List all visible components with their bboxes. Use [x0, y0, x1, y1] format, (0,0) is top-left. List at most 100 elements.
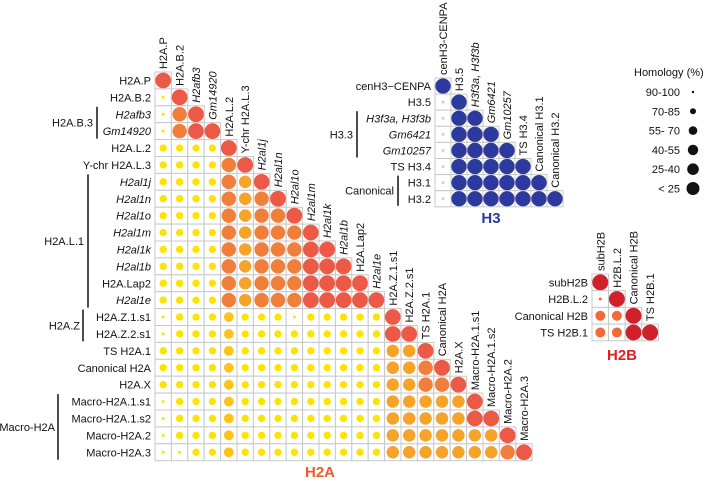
column-label: Canonical H3.2 [550, 112, 562, 187]
homology-dot [441, 165, 445, 168]
homology-dot [339, 364, 348, 372]
homology-dot [175, 397, 184, 406]
legend-label: < 25 [658, 184, 680, 196]
homology-dot [238, 209, 252, 222]
homology-dot [435, 78, 451, 94]
homology-dot [270, 225, 286, 240]
homology-dot [274, 313, 282, 321]
homology-dot [625, 307, 642, 324]
homology-dot [172, 107, 187, 122]
group-label: H2A.L.1 [44, 236, 84, 248]
group-label: Canonical [345, 186, 394, 198]
homology-dot [319, 258, 336, 275]
homology-dot [372, 431, 381, 440]
homology-dot [241, 380, 249, 389]
homology-dot [372, 380, 381, 389]
homology-dot [257, 380, 266, 389]
homology-dot [467, 174, 483, 191]
homology-dot [175, 296, 184, 304]
homology-dot [302, 275, 319, 292]
homology-dot [372, 414, 381, 423]
homology-dot [372, 330, 381, 338]
homology-dot [323, 313, 331, 321]
homology-dot [192, 245, 200, 254]
homology-dot [402, 395, 416, 408]
homology-dot [434, 359, 450, 376]
homology-dot [221, 276, 237, 291]
homology-dot [238, 226, 252, 239]
legend-dot [688, 126, 698, 135]
column-label: H2A.Z.1.s1 [388, 251, 400, 306]
homology-dot [417, 342, 434, 359]
homology-dot [270, 190, 286, 207]
homology-dot [208, 380, 217, 389]
homology-dot [339, 448, 348, 456]
homology-dot [302, 224, 319, 241]
homology-dot [339, 313, 348, 321]
homology-dot [175, 245, 184, 254]
homology-dot [452, 429, 465, 442]
homology-dot [515, 191, 531, 207]
homology-dot [595, 327, 606, 338]
homology-dot [307, 414, 315, 423]
homology-dot [608, 291, 625, 308]
column-label: TS H2B.1 [645, 273, 657, 321]
homology-dot [208, 296, 217, 304]
homology-dot [339, 380, 348, 389]
homology-dot [356, 380, 364, 389]
homology-dot [208, 279, 217, 287]
homology-dot [257, 364, 266, 372]
homology-dot [161, 416, 165, 420]
column-label: Gm14920 [207, 71, 219, 120]
column-label: H2A.Lap2 [355, 223, 367, 272]
homology-dot [402, 378, 416, 391]
homology-dot [307, 364, 315, 372]
homology-dot [356, 414, 364, 423]
homology-dot [307, 330, 315, 338]
legend-label: 90-100 [646, 87, 680, 99]
homology-dot [441, 181, 445, 185]
homology-dot [515, 174, 531, 191]
h3-matrix: cenH3−CENPA H3.5 H3f3a, H3f3b Gm6421 Gm10257… [330, 2, 564, 208]
row-label: Macro-H2A.2 [86, 430, 151, 442]
homology-dot [499, 427, 516, 444]
row-label: Gm6421 [389, 129, 431, 141]
homology-dot [292, 315, 296, 319]
homology-dot [254, 191, 269, 206]
homology-dot [172, 123, 187, 139]
homology-dot [208, 330, 217, 338]
homology-dot [159, 144, 167, 152]
homology-dot [221, 208, 237, 223]
column-label: Macro-H2A.3 [519, 376, 531, 441]
homology-dot [386, 446, 400, 459]
homology-dot [175, 330, 184, 338]
homology-dot [467, 142, 483, 159]
row-label: Canonical H2A [78, 363, 152, 375]
homology-dot [223, 362, 234, 373]
homology-dot [159, 262, 167, 271]
homology-dot [323, 448, 331, 456]
homology-dot [625, 324, 642, 341]
homology-dot [434, 377, 450, 392]
homology-dot [467, 191, 483, 207]
homology-dot [159, 228, 167, 237]
row-label: H3.1 [408, 178, 431, 190]
homology-dot [270, 276, 286, 291]
homology-dot [352, 292, 368, 309]
homology-dot [466, 410, 483, 427]
homology-dot [161, 450, 165, 454]
homology-dot [451, 94, 467, 110]
homology-dot [356, 313, 364, 321]
homology-dot [290, 448, 299, 456]
homology-dot [192, 347, 200, 355]
column-label: Canonical H2A [437, 282, 449, 356]
homology-dot [254, 292, 269, 308]
homology-dot [335, 275, 352, 292]
homology-dot [192, 144, 200, 152]
homology-dot [254, 225, 269, 240]
row-label: H2A.L.2 [111, 143, 151, 155]
column-label: H2al1m [306, 183, 318, 221]
homology-dot [368, 292, 385, 309]
homology-dot [208, 161, 217, 169]
homology-dot [208, 228, 217, 237]
